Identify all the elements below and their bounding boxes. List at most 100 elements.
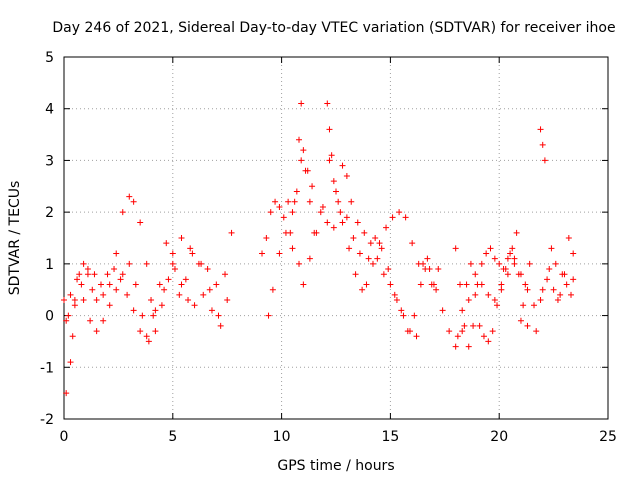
data-point [296, 260, 303, 267]
data-point [224, 297, 231, 304]
series-track-b [63, 260, 231, 345]
data-point [267, 209, 274, 216]
data-point [71, 297, 78, 304]
data-point [139, 312, 146, 319]
data-point [498, 286, 505, 293]
data-point [206, 286, 213, 293]
data-point [326, 157, 333, 164]
data-point [339, 162, 346, 169]
data-point [130, 307, 137, 314]
data-point [552, 260, 559, 267]
data-point [446, 328, 453, 335]
data-point [65, 312, 72, 319]
data-point [339, 219, 346, 226]
data-point [402, 214, 409, 221]
series-track-c [63, 240, 222, 397]
data-point [485, 291, 492, 298]
data-point [356, 250, 363, 257]
y-tick-label: 3 [45, 153, 54, 169]
data-point [293, 188, 300, 195]
data-point [335, 198, 342, 205]
series-track-a [61, 193, 235, 340]
series-track-d [259, 157, 442, 288]
data-point [483, 250, 490, 257]
data-point [276, 250, 283, 257]
data-point [152, 307, 159, 314]
data-point [126, 260, 133, 267]
data-point [337, 209, 344, 216]
data-point [69, 333, 76, 340]
data-point [420, 260, 427, 267]
y-axis-label: SDTVAR / TECUs [7, 181, 23, 296]
data-point [106, 281, 113, 288]
data-point [378, 245, 385, 252]
data-point [200, 291, 207, 298]
data-point [97, 281, 104, 288]
data-point [324, 219, 331, 226]
data-point [504, 255, 511, 262]
data-point [478, 281, 485, 288]
data-point [435, 266, 442, 273]
data-point [63, 317, 70, 324]
data-point [198, 260, 205, 267]
data-point [263, 235, 270, 241]
data-point [215, 312, 222, 319]
x-tick-label: 15 [381, 429, 399, 445]
data-point [478, 260, 485, 267]
data-point [454, 333, 461, 340]
data-point [406, 328, 413, 335]
data-point [265, 312, 272, 319]
data-point [93, 328, 100, 335]
data-point [430, 281, 437, 288]
data-point [169, 260, 176, 267]
data-point [491, 297, 498, 304]
data-point [324, 100, 331, 107]
data-point [272, 198, 279, 205]
data-point [343, 172, 350, 179]
data-point [463, 281, 470, 288]
series-track-g [452, 229, 577, 350]
data-point [228, 229, 235, 236]
data-point [376, 240, 383, 247]
series-track-e [265, 157, 437, 335]
data-point [137, 219, 144, 226]
data-point [113, 250, 120, 257]
data-point [361, 229, 368, 236]
data-point [539, 141, 546, 148]
data-point [91, 271, 98, 278]
y-tick-label: 5 [45, 50, 54, 66]
data-point [330, 224, 337, 231]
data-point [84, 266, 91, 273]
data-point [537, 297, 544, 304]
data-point [156, 281, 163, 288]
data-point [300, 147, 307, 154]
data-point [178, 281, 185, 288]
series-track-i [454, 126, 575, 345]
data-point [354, 219, 361, 226]
data-point [400, 312, 407, 319]
data-point [548, 245, 555, 252]
data-point [539, 286, 546, 293]
data-point [182, 276, 189, 283]
data-point [531, 302, 538, 309]
data-point [507, 250, 514, 257]
data-point [204, 266, 211, 273]
data-point [119, 209, 126, 216]
data-point [533, 328, 540, 335]
data-point [413, 333, 420, 340]
data-point [185, 297, 192, 304]
data-point [74, 276, 81, 283]
data-point [398, 307, 405, 314]
data-point [76, 271, 83, 278]
x-axis-label: GPS time / hours [277, 458, 394, 474]
data-point [491, 255, 498, 262]
data-point [461, 322, 468, 329]
data-point [93, 297, 100, 304]
data-point [317, 209, 324, 216]
data-point [119, 271, 126, 278]
data-point [494, 302, 501, 309]
y-tick-label: 0 [45, 309, 54, 325]
data-point [472, 291, 479, 298]
data-point [393, 297, 400, 304]
data-point [417, 281, 424, 288]
